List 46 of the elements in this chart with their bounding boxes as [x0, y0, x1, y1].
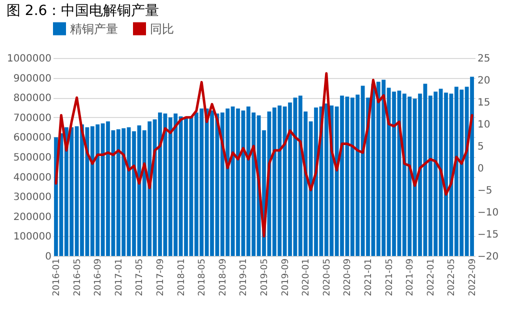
x-tick-label: 2021-01: [364, 258, 374, 296]
x-tick-label: 2016-09: [94, 258, 104, 296]
y2-tick-label: −10: [478, 208, 499, 218]
y2-tick-label: 5: [478, 142, 484, 152]
line-series: [54, 72, 474, 238]
x-tick-label: 2019-09: [280, 258, 291, 296]
chart-title: 图 2.6：中国电解铜产量: [6, 3, 160, 19]
x-tick-label: 2016-01: [52, 258, 62, 296]
x-tick-label: 2022-09: [468, 258, 478, 296]
x-tick-label: 2022-05: [447, 258, 458, 296]
y-tick-label: 500000: [13, 152, 52, 164]
y2-tick-label: 0: [478, 164, 484, 174]
x-tick-label: 2021-05: [384, 258, 395, 296]
y2-tick-label: −5: [478, 186, 492, 196]
y-tick-label: 300000: [13, 192, 52, 204]
y-tick-label: 100000: [13, 232, 52, 243]
y-tick-label: 900000: [13, 73, 52, 84]
x-tick-label: 2021-09: [406, 258, 416, 296]
x-tick-label: 2019-01: [239, 258, 250, 296]
x-tick-label: 2017-09: [156, 258, 166, 296]
x-tick-label: 2020-09: [343, 258, 354, 296]
y-tick-label: 1000000: [6, 54, 52, 64]
x-tick-label: 2018-01: [176, 258, 187, 296]
y2-tick-label: −20: [478, 252, 499, 262]
y-tick-label: 400000: [13, 172, 52, 184]
x-tick-label: 2020-01: [302, 258, 312, 296]
y-tick-label: 800000: [13, 93, 52, 104]
x-tick-label: 2020-05: [322, 258, 332, 296]
x-tick-label: 2018-05: [198, 258, 208, 296]
y2-tick-label: 25: [478, 54, 490, 64]
x-tick-label: 2018-09: [218, 258, 228, 296]
x-tick-label: 2017-05: [135, 258, 146, 296]
x-tick-label: 2022-01: [426, 258, 436, 296]
legend-label: 精铜产量: [70, 22, 118, 36]
y-tick-label: 0: [45, 252, 52, 262]
y2-tick-label: 20: [478, 76, 490, 86]
y2-tick-label: 10: [478, 120, 490, 130]
x-tick-label: 2019-05: [260, 258, 270, 296]
x-tick-label: 2016-05: [72, 258, 83, 296]
y-tick-label: 600000: [13, 132, 52, 144]
y2-tick-label: −15: [478, 230, 499, 240]
y-tick-label: 700000: [13, 112, 52, 124]
y-tick-label: 200000: [13, 212, 52, 223]
y2-tick-label: 15: [478, 98, 490, 108]
legend-label: 同比: [150, 22, 174, 36]
x-tick-label: 2017-01: [114, 258, 124, 296]
